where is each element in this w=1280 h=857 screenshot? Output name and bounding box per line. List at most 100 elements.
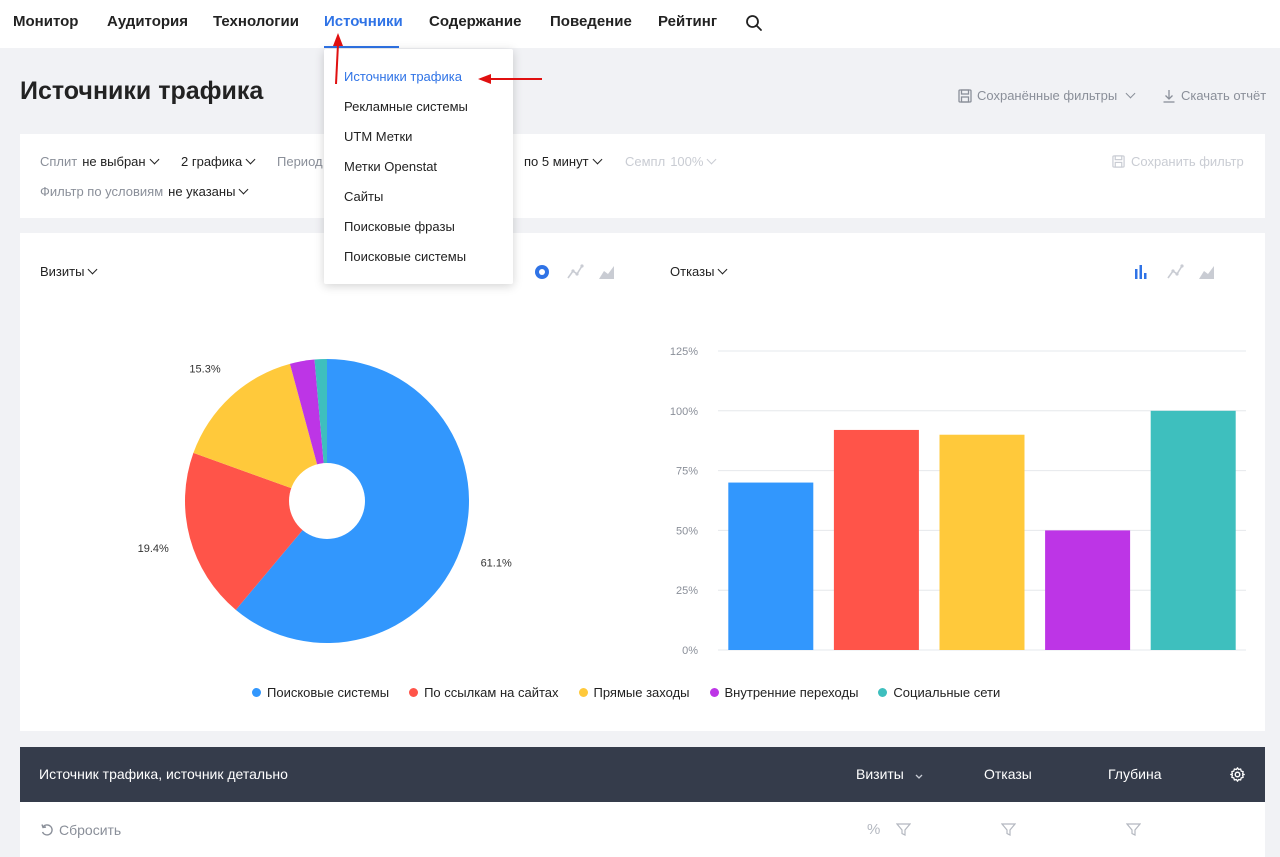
nav-audience[interactable]: Аудитория	[107, 13, 188, 30]
nav-sources[interactable]: Источники	[324, 13, 403, 30]
menu-item-ad-systems[interactable]: Рекламные системы	[344, 99, 468, 114]
bar-2[interactable]	[939, 434, 1025, 650]
y-tick-label: 0%	[682, 645, 698, 657]
legend-item-internal[interactable]: Внутренние переходы	[709, 685, 859, 700]
bar-0[interactable]	[728, 482, 814, 650]
nav-monitor[interactable]: Монитор	[13, 13, 79, 30]
nav-content[interactable]: Содержание	[429, 13, 522, 30]
area-chart-type-icon[interactable]	[598, 263, 616, 281]
split-select[interactable]: не выбран	[82, 154, 160, 169]
page-title: Источники трафика	[20, 77, 264, 105]
saved-filters-label: Сохранённые фильтры	[977, 88, 1118, 103]
chevron-down-icon	[717, 264, 728, 275]
bar-1[interactable]	[833, 429, 919, 650]
chevron-down-icon	[592, 154, 603, 165]
column-visits[interactable]: Визиты	[856, 766, 904, 782]
reset-label: Сбросить	[59, 822, 122, 838]
legend-item-direct[interactable]: Прямые заходы	[578, 685, 690, 700]
floppy-icon	[1112, 155, 1125, 168]
line-chart-type-icon[interactable]	[566, 263, 584, 281]
nav-rating[interactable]: Рейтинг	[658, 13, 718, 30]
charts-count-select[interactable]: 2 графика	[181, 154, 256, 169]
legend-item-links[interactable]: По ссылкам на сайтах	[409, 685, 559, 700]
y-tick-label: 100%	[670, 406, 698, 418]
menu-item-traffic-sources[interactable]: Источники трафика	[344, 69, 462, 84]
y-tick-label: 75%	[676, 466, 698, 478]
condition-select[interactable]: не указаны	[168, 184, 249, 199]
legend-dot	[709, 688, 719, 697]
menu-item-search-phrases[interactable]: Поисковые фразы	[344, 219, 455, 234]
sample-select[interactable]: 100%	[670, 154, 717, 169]
split-value: не выбран	[82, 154, 146, 169]
download-icon	[1163, 89, 1175, 103]
filter-icon[interactable]	[1001, 822, 1016, 837]
charts-panel: Визиты Отказы 61.1% 19.4% 15.3% 0% 25% 50% 75…	[20, 233, 1265, 731]
nav-behavior[interactable]: Поведение	[550, 13, 632, 30]
y-tick-label: 125%	[670, 346, 698, 358]
saved-filters-button[interactable]: Сохранённые фильтры	[958, 88, 1136, 103]
search-icon[interactable]	[745, 14, 763, 32]
menu-item-sites[interactable]: Сайты	[344, 189, 384, 204]
chevron-down-icon	[245, 154, 256, 165]
area-chart-type-icon[interactable]	[1198, 263, 1216, 281]
reset-button[interactable]: Сбросить	[40, 822, 121, 838]
legend-item-social[interactable]: Социальные сети	[878, 685, 1000, 700]
legend-dot	[409, 688, 419, 697]
bar-4[interactable]	[1150, 410, 1236, 650]
column-depth[interactable]: Глубина	[1108, 766, 1162, 782]
filter-icon[interactable]	[896, 822, 911, 837]
bar-3[interactable]	[1045, 530, 1131, 650]
right-metric-select[interactable]: Отказы	[670, 264, 728, 279]
sample-filter: Семпл 100%	[625, 154, 717, 169]
pie-center-hole	[289, 463, 365, 539]
chevron-down-icon	[149, 154, 160, 165]
save-filter-button[interactable]: Сохранить фильтр	[1112, 154, 1244, 169]
menu-item-utm-tags[interactable]: UTM Метки	[344, 129, 413, 144]
legend-label: Прямые заходы	[593, 685, 690, 700]
right-metric-value: Отказы	[670, 264, 715, 279]
split-filter: Сплит не выбран	[40, 154, 160, 169]
pie-slice-direct[interactable]	[193, 363, 327, 501]
chevron-down-icon	[238, 184, 249, 195]
bounce-bar-chart: 0% 25% 50% 75% 100% 125%	[670, 346, 1246, 657]
condition-label: Фильтр по условиям	[40, 184, 164, 199]
column-bounce[interactable]: Отказы	[984, 766, 1032, 782]
percent-toggle[interactable]: %	[867, 821, 881, 838]
download-report-label: Скачать отчёт	[1181, 88, 1267, 103]
filter-icon[interactable]	[1126, 822, 1141, 837]
legend-label: Внутренние переходы	[724, 685, 859, 700]
legend-item-search[interactable]: Поисковые системы	[252, 685, 389, 700]
legend-dot	[878, 688, 888, 697]
period-label: Период	[277, 154, 323, 169]
table-filter-row: Сбросить %	[20, 802, 1265, 857]
legend-label: По ссылкам на сайтах	[424, 685, 559, 700]
bar-chart-type-icon[interactable]	[1132, 263, 1150, 281]
charts-count-filter: 2 графика	[181, 154, 256, 169]
legend-dot	[578, 688, 588, 697]
charts-count-value: 2 графика	[181, 154, 243, 169]
gear-icon[interactable]	[1229, 766, 1246, 783]
split-label: Сплит	[40, 154, 78, 169]
pie-data-label: 15.3%	[189, 364, 220, 376]
chevron-down-icon	[706, 154, 717, 165]
column-source[interactable]: Источник трафика, источник детально	[39, 766, 288, 782]
filter-panel: Сплит не выбран 2 графика Период по 5 ми…	[20, 134, 1265, 218]
condition-filter: Фильтр по условиям не указаны	[40, 184, 249, 199]
download-report-button[interactable]: Скачать отчёт	[1162, 88, 1266, 103]
left-metric-select[interactable]: Визиты	[40, 264, 98, 279]
pie-data-label: 19.4%	[138, 543, 169, 555]
menu-item-openstat-tags[interactable]: Метки Openstat	[344, 159, 438, 174]
menu-item-search-engines[interactable]: Поисковые системы	[344, 249, 467, 264]
legend-dot	[252, 688, 261, 697]
nav-technologies[interactable]: Технологии	[213, 13, 299, 30]
detail-select[interactable]: по 5 минут	[524, 154, 603, 169]
detail-filter: по 5 минут	[524, 154, 603, 169]
pie-chart-type-icon[interactable]	[533, 263, 551, 281]
line-chart-type-icon[interactable]	[1166, 263, 1184, 281]
sample-value: 100%	[670, 154, 704, 169]
sort-icon[interactable]	[915, 771, 923, 781]
detail-value: по 5 минут	[524, 154, 589, 169]
sample-label: Семпл	[625, 154, 666, 169]
y-tick-label: 50%	[676, 525, 698, 537]
chevron-down-icon	[88, 264, 98, 275]
